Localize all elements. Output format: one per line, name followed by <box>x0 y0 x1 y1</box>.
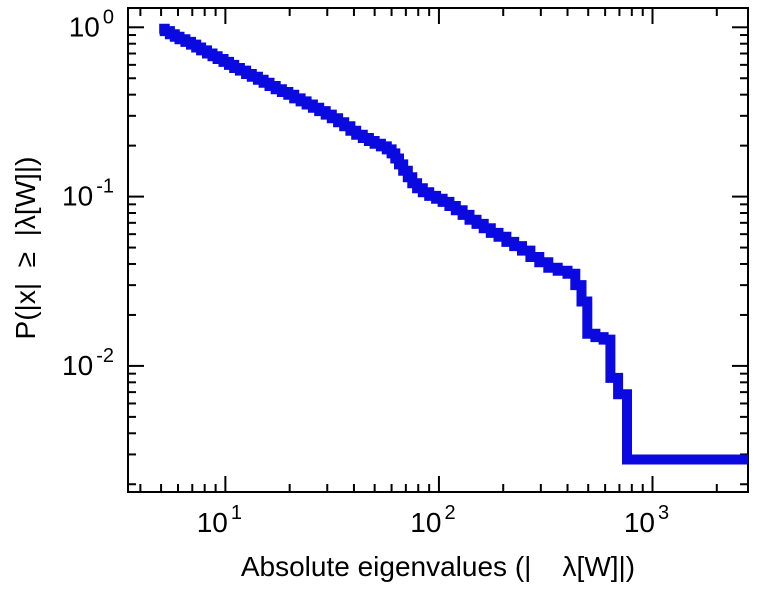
plot-frame <box>127 7 749 493</box>
svg-text:10-1: 10 -1 <box>62 176 114 212</box>
svg-text:10-2: 10 -2 <box>62 345 114 381</box>
ccdf-step-line <box>159 23 748 465</box>
x-axis-label: Absolute eigenvalues (| λ[W]|) <box>240 551 636 582</box>
svg-text:101: 10 1 <box>197 502 242 538</box>
tick-marks <box>128 8 748 492</box>
svg-text:100: 10 0 <box>69 6 114 42</box>
y-axis-label: P(|x| ≥ |λ[W]|) <box>10 156 41 340</box>
svg-text:103: 10 3 <box>624 502 669 538</box>
svg-text:102: 10 2 <box>410 502 455 538</box>
